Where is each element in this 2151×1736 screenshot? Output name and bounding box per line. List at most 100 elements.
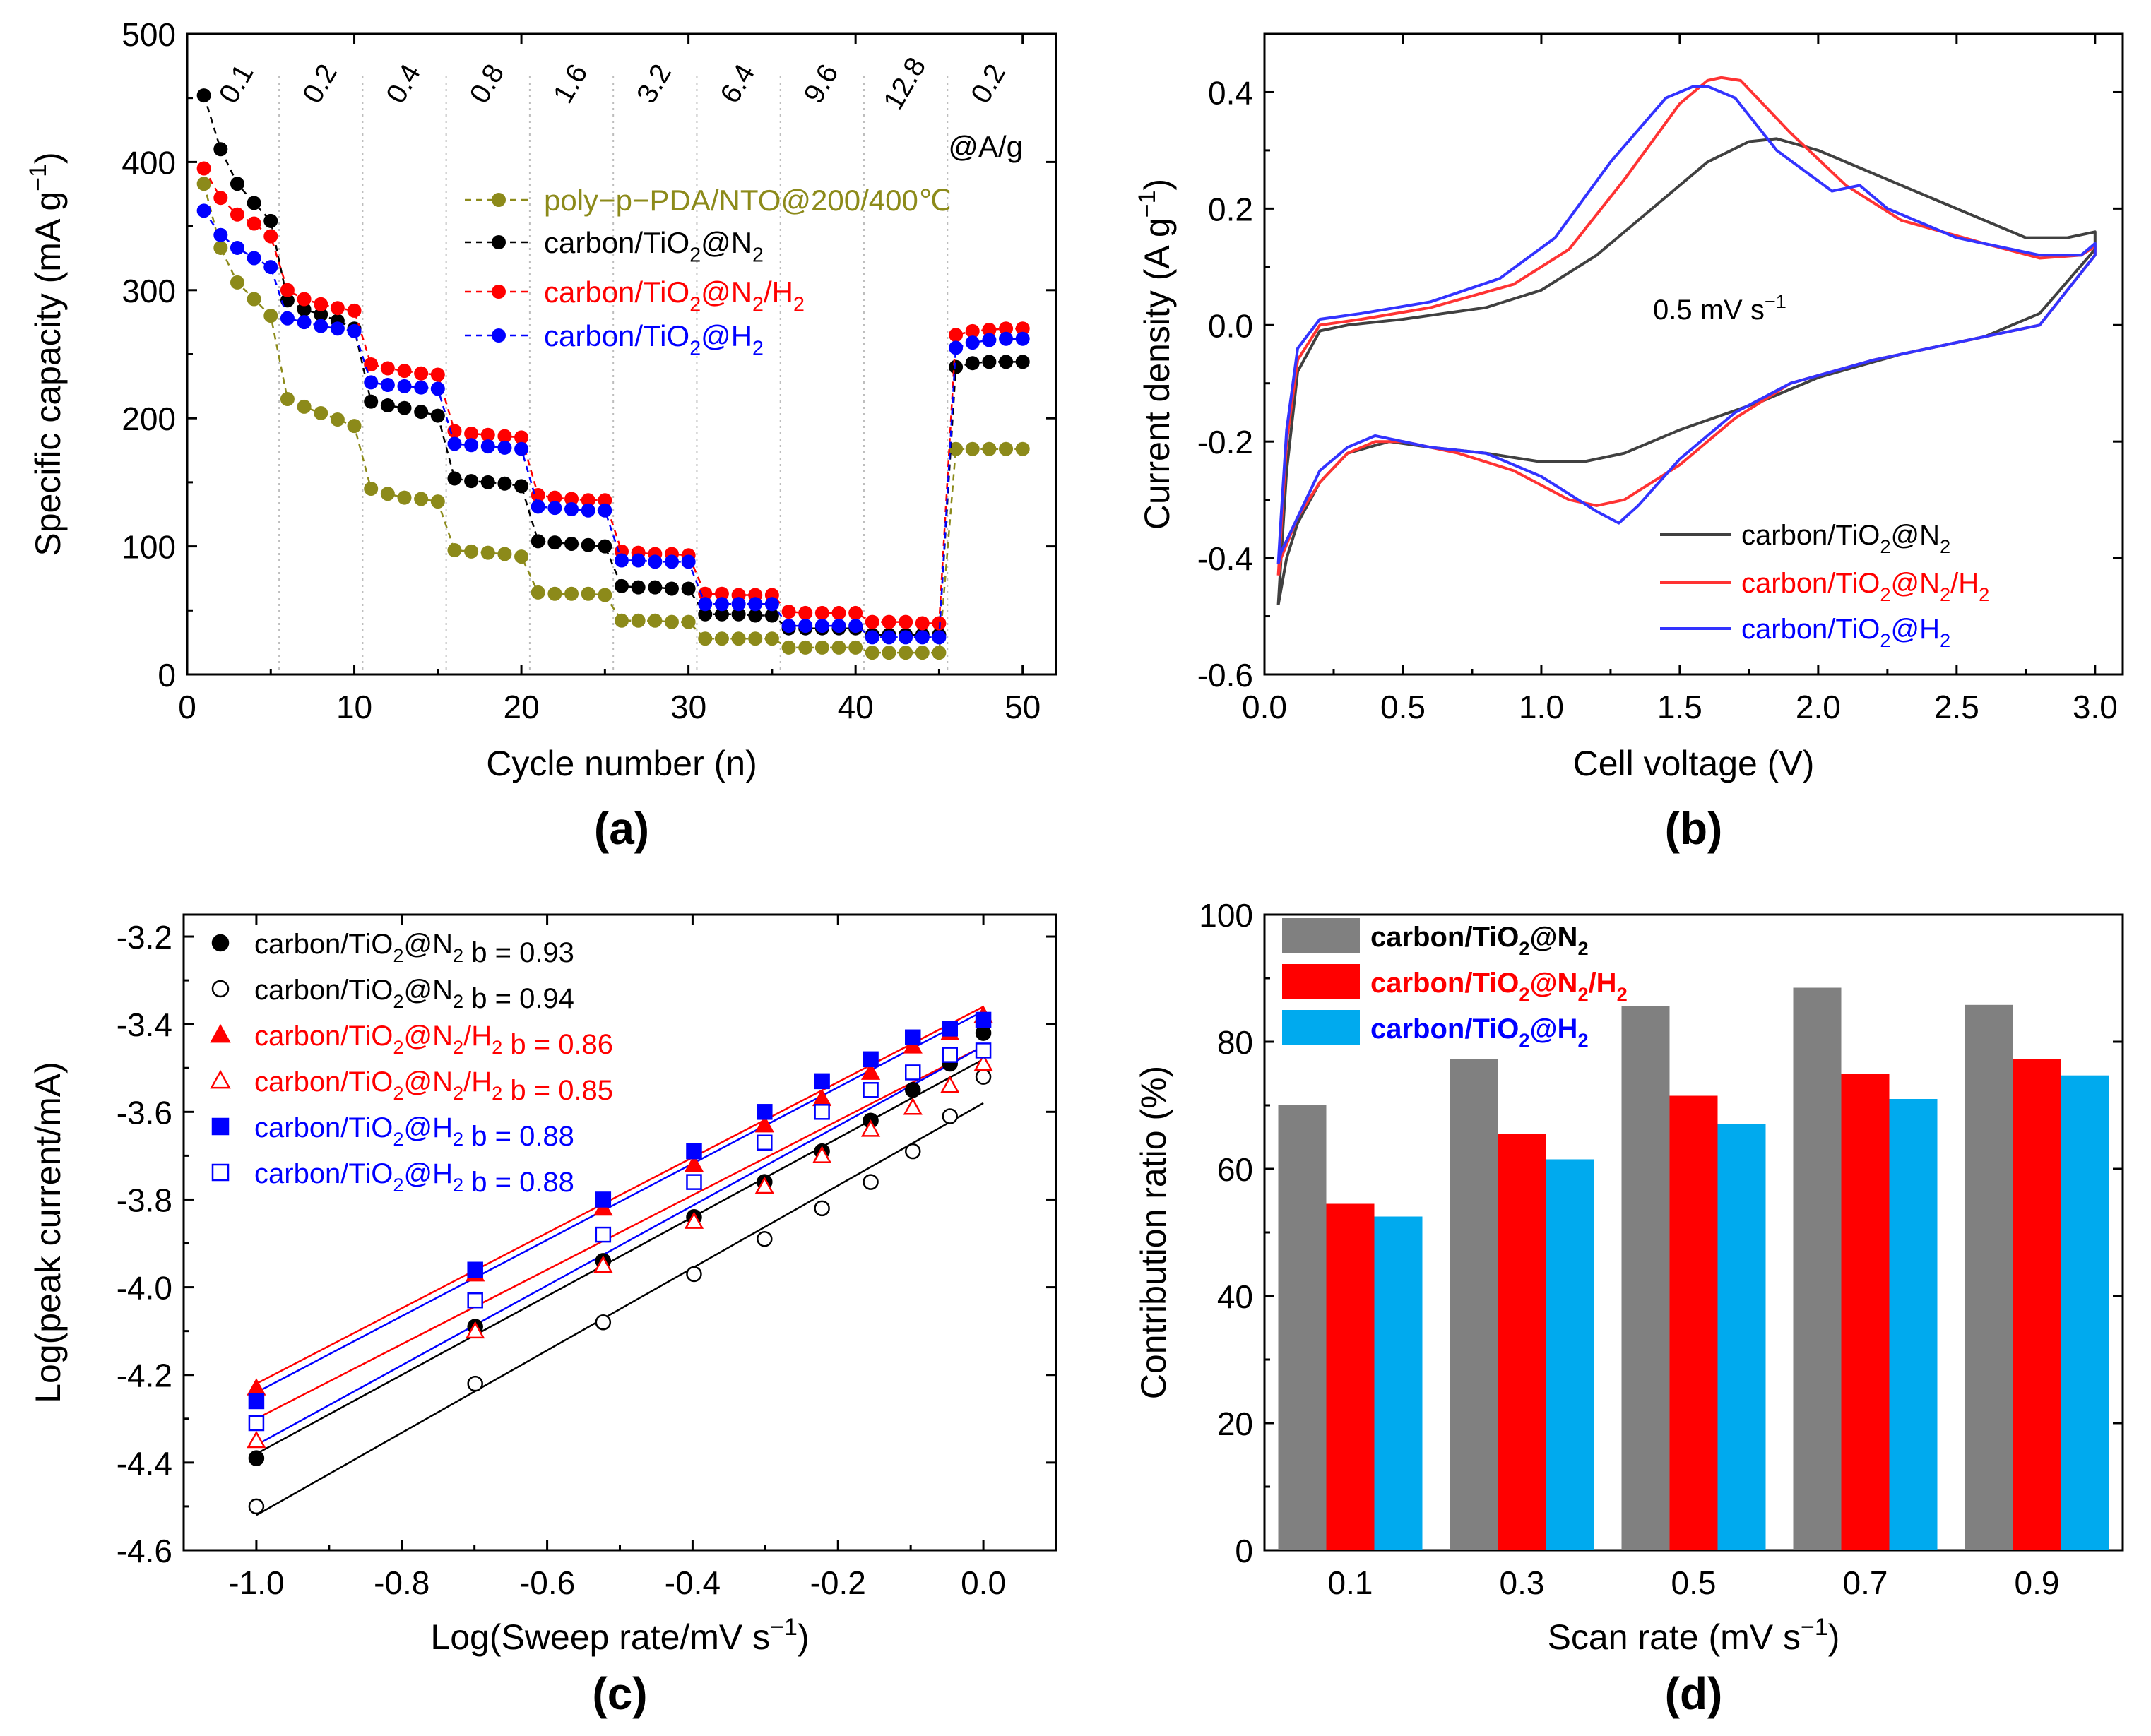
y-tick-label: 80: [1217, 1024, 1253, 1061]
data-point: [848, 619, 863, 634]
legend-label: carbon/TiO2@H2 b = 0.88: [254, 1112, 574, 1152]
x-tick-label: -0.6: [519, 1564, 575, 1601]
fit-line: [256, 1010, 984, 1393]
data-point: [480, 427, 495, 442]
data-point: [464, 438, 479, 453]
data-point: [230, 275, 244, 290]
bar: [2013, 1059, 2061, 1550]
y-tick-label: -4.2: [117, 1357, 172, 1394]
data-point: [814, 1200, 830, 1217]
legend-label: poly−p−PDA/NTO@200/400℃: [544, 184, 952, 217]
annotation-scan-rate: 0.5 mV s−1: [1653, 290, 1786, 326]
data-point: [686, 1174, 702, 1190]
data-point: [480, 545, 495, 560]
data-point: [781, 640, 796, 655]
data-point: [380, 361, 395, 376]
data-point: [664, 581, 679, 596]
data-point: [380, 398, 395, 413]
bar: [1669, 1095, 1718, 1550]
data-point: [698, 631, 713, 646]
rate-label: 9.6: [798, 59, 845, 108]
data-point: [467, 1261, 483, 1278]
data-point: [248, 1450, 265, 1466]
data-point: [714, 586, 729, 601]
rate-label: 0.4: [380, 59, 427, 108]
data-point: [664, 554, 679, 569]
y-tick-label: -4.6: [117, 1533, 172, 1569]
data-point: [247, 216, 261, 231]
data-point: [905, 1082, 921, 1098]
data-point: [681, 581, 696, 596]
rate-label: 0.2: [297, 59, 343, 108]
data-point: [865, 630, 879, 645]
data-point: [314, 319, 328, 333]
y-tick-label: 400: [122, 144, 176, 181]
rate-label: 0.8: [464, 59, 511, 108]
data-point: [831, 619, 846, 634]
rate-label: 0.1: [213, 59, 260, 108]
fit-line: [256, 1058, 984, 1455]
data-point: [397, 379, 412, 393]
data-point: [564, 536, 579, 551]
data-point: [598, 503, 612, 518]
data-point: [698, 597, 713, 612]
legend-swatch: [1282, 964, 1360, 999]
data-point: [764, 631, 779, 646]
data-point: [949, 328, 964, 343]
legend-label: carbon/TiO2@N2: [1370, 922, 1589, 959]
data-point: [899, 646, 913, 660]
data-point: [999, 321, 1014, 336]
data-point: [860, 1062, 881, 1080]
data-point: [905, 1029, 921, 1046]
data-point: [297, 302, 312, 317]
data-point: [848, 640, 863, 655]
legend-label: carbon/TiO2@N2/H2 b = 0.85: [254, 1066, 613, 1106]
y-axis-label: Log(peak current/mA): [28, 1062, 68, 1403]
panel-b: 0.0 0.5 1.0 1.5 2.0 2.5 3.0 -0.6 -0.4 -0.2 0.0 0.2 0…: [1134, 32, 2124, 854]
fit-line: [256, 1045, 984, 1420]
bar: [1965, 1004, 2013, 1550]
data-point: [860, 1119, 881, 1137]
legend-marker: [492, 328, 506, 343]
data-point: [364, 394, 379, 409]
panel-label: (c): [592, 1668, 647, 1719]
x-tick-label: 0: [178, 689, 196, 725]
data-point: [757, 1134, 773, 1151]
legend-label: carbon/TiO2@N2/H2 b = 0.86: [254, 1021, 613, 1060]
legend-marker: [492, 235, 506, 249]
data-point: [564, 492, 579, 506]
data-point: [364, 375, 379, 390]
data-point: [497, 440, 512, 455]
data-point: [280, 391, 295, 406]
data-point: [999, 441, 1014, 456]
data-point: [982, 355, 997, 369]
x-tick-label: 20: [503, 689, 539, 725]
data-point: [280, 293, 295, 308]
legend-label: carbon/TiO2@H2: [1741, 614, 1950, 651]
data-point: [764, 608, 779, 623]
data-point: [731, 631, 746, 646]
data-point: [915, 630, 930, 645]
data-point: [754, 1176, 774, 1194]
bar: [1621, 1006, 1670, 1550]
data-point: [812, 1146, 832, 1163]
y-tick-label: -3.4: [117, 1006, 172, 1043]
data-point: [748, 608, 763, 623]
y-tick-label: -4.4: [117, 1445, 172, 1482]
legend-swatch: [1282, 1010, 1360, 1045]
data-point: [514, 479, 529, 494]
data-point: [831, 640, 846, 655]
legend-label: carbon/TiO2@N2/H2: [544, 275, 805, 316]
data-point: [942, 1047, 958, 1063]
data-point: [430, 494, 445, 509]
data-point: [447, 424, 462, 439]
data-point: [247, 1430, 266, 1449]
x-axis-label: Cycle number (n): [486, 744, 757, 783]
x-tick-label: 0.3: [1500, 1564, 1545, 1601]
y-tick-label: 200: [122, 400, 176, 437]
x-tick-label: 40: [838, 689, 874, 725]
data-point: [865, 614, 879, 629]
bar: [1793, 987, 1842, 1550]
data-point: [230, 207, 244, 222]
